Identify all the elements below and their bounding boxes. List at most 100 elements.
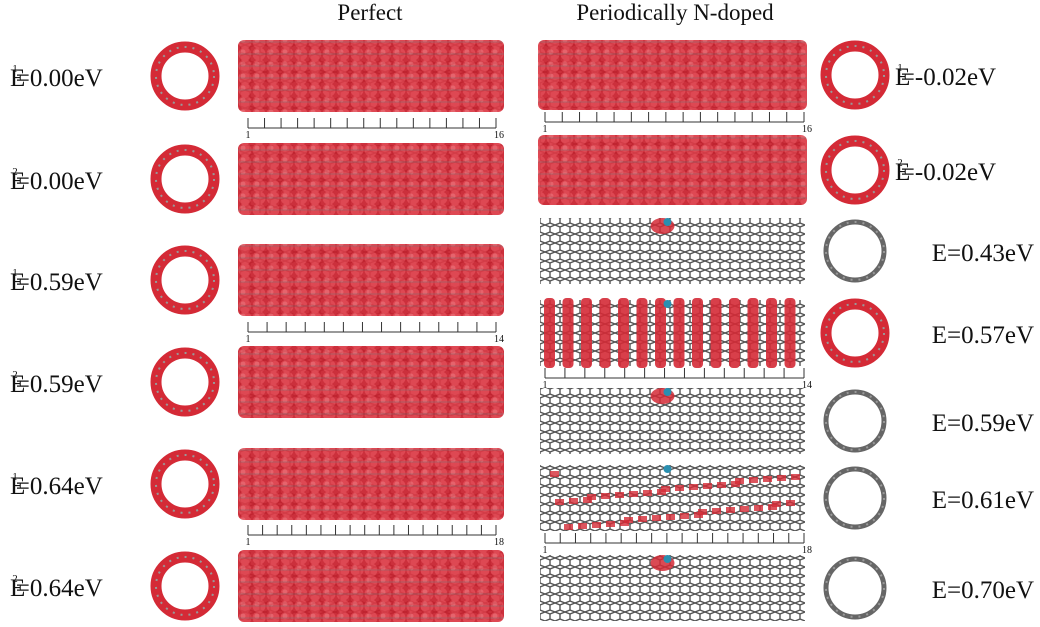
tube-density bbox=[601, 493, 610, 499]
energy-value: =0.61eV bbox=[947, 487, 1034, 514]
ruler-end: 14 bbox=[494, 334, 504, 345]
energy-label: E=0.61eV bbox=[932, 487, 1034, 514]
tube-density bbox=[655, 298, 666, 368]
ruler-start: 1 bbox=[246, 537, 251, 548]
tube-density bbox=[538, 135, 807, 205]
tube-density bbox=[238, 550, 504, 622]
tube-density bbox=[749, 477, 758, 483]
tube-density bbox=[652, 515, 661, 521]
tube-density bbox=[703, 483, 712, 489]
tube-density bbox=[666, 514, 675, 520]
tube-density bbox=[564, 524, 573, 530]
tube-density bbox=[569, 498, 578, 504]
tube-density bbox=[768, 504, 777, 510]
energy-value: =0.59eV bbox=[16, 371, 103, 398]
energy-value: =0.43eV bbox=[947, 240, 1034, 267]
energy-label: E2=0.59eV bbox=[10, 369, 103, 398]
tube-density bbox=[763, 476, 772, 482]
tube-density bbox=[785, 298, 796, 368]
energy-label: E1=0.00eV bbox=[10, 63, 103, 92]
nanotube bbox=[238, 448, 504, 520]
nanotube bbox=[538, 135, 807, 205]
tube-mesh bbox=[540, 300, 805, 366]
tube-density bbox=[657, 489, 666, 495]
nitrogen-atom bbox=[664, 300, 672, 308]
ruler-end: 14 bbox=[802, 380, 812, 391]
tube-density bbox=[238, 448, 504, 520]
energy-symbol: E bbox=[932, 577, 947, 604]
figure: Perfect Periodically N-doped E1=0.00eVE2… bbox=[0, 0, 1040, 627]
energy-label: E1=0.59eV bbox=[10, 267, 103, 296]
nanotube bbox=[238, 40, 504, 112]
tube-density bbox=[581, 298, 592, 368]
ruler-start: 1 bbox=[543, 380, 548, 391]
tube-density bbox=[674, 298, 685, 368]
tube-density bbox=[711, 298, 722, 368]
energy-value: =0.57eV bbox=[947, 322, 1034, 349]
tube-density bbox=[555, 499, 564, 505]
energy-value: =0.59eV bbox=[947, 410, 1034, 437]
nanotube bbox=[540, 218, 805, 284]
tube-density bbox=[620, 520, 629, 526]
nanotube bbox=[540, 298, 805, 368]
tube-density bbox=[726, 507, 735, 513]
tube-density bbox=[615, 492, 624, 498]
tube-density bbox=[583, 497, 592, 503]
energy-label: E1=0.64eV bbox=[10, 471, 103, 500]
energy-symbol: E bbox=[932, 322, 947, 349]
energy-value: =0.70eV bbox=[947, 577, 1034, 604]
tube-density bbox=[766, 298, 777, 368]
tube-density bbox=[544, 298, 555, 368]
nanotube bbox=[538, 40, 807, 110]
tube-density bbox=[592, 522, 601, 528]
tube-density bbox=[740, 506, 749, 512]
tube-density bbox=[600, 298, 611, 368]
energy-label: E2=0.00eV bbox=[10, 166, 103, 195]
tube-density bbox=[748, 298, 759, 368]
energy-value: =0.00eV bbox=[16, 168, 103, 195]
nanotube bbox=[238, 143, 504, 215]
tube-density bbox=[563, 298, 574, 368]
tube-density bbox=[238, 143, 504, 215]
nanotube bbox=[540, 465, 805, 531]
ruler-start: 1 bbox=[543, 545, 548, 556]
nitrogen-atom bbox=[664, 465, 672, 473]
energy-label: E2=0.64eV bbox=[10, 573, 103, 602]
energy-label: E=0.59eV bbox=[932, 410, 1034, 437]
energy-label: E=0.43eV bbox=[932, 240, 1034, 267]
energy-value: =0.00eV bbox=[16, 65, 103, 92]
ruler-end: 16 bbox=[802, 124, 812, 135]
tube-density bbox=[538, 40, 807, 110]
tube-density bbox=[712, 508, 721, 514]
ruler-end: 18 bbox=[494, 537, 504, 548]
tube-density bbox=[692, 298, 703, 368]
nanotube bbox=[540, 388, 805, 454]
tube-density bbox=[786, 500, 795, 506]
tube-density bbox=[777, 475, 786, 481]
tube-density bbox=[637, 298, 648, 368]
energy-symbol: E bbox=[932, 410, 947, 437]
nitrogen-atom bbox=[664, 218, 672, 226]
nanotube bbox=[238, 550, 504, 622]
tube-density bbox=[729, 298, 740, 368]
tube-density bbox=[238, 40, 504, 112]
nitrogen-atom bbox=[664, 388, 672, 396]
tube-density bbox=[638, 516, 647, 522]
energy-value: =0.64eV bbox=[16, 575, 103, 602]
energy-value: =-0.02eV bbox=[901, 159, 996, 186]
tube-density bbox=[731, 481, 740, 487]
tube-density bbox=[238, 346, 504, 418]
energy-label: E=0.57eV bbox=[932, 322, 1034, 349]
tube-density bbox=[238, 244, 504, 316]
tube-mesh bbox=[540, 465, 805, 531]
tube-density bbox=[643, 490, 652, 496]
tube-density bbox=[606, 521, 615, 527]
energy-label: E=0.70eV bbox=[932, 577, 1034, 604]
header-perfect: Perfect bbox=[337, 0, 403, 25]
energy-value: =0.59eV bbox=[16, 269, 103, 296]
energy-value: =-0.02eV bbox=[901, 64, 996, 91]
tube-density bbox=[680, 513, 689, 519]
tube-density bbox=[694, 512, 703, 518]
ruler-start: 1 bbox=[246, 130, 251, 141]
tube-density bbox=[791, 474, 800, 480]
